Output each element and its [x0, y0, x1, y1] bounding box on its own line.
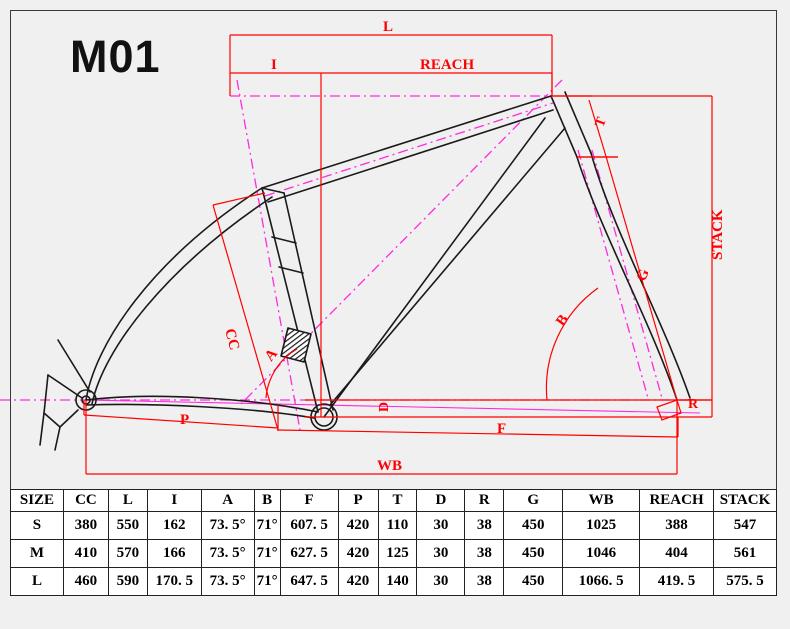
svg-text:R: R — [688, 397, 699, 412]
svg-text:CC: CC — [221, 327, 242, 352]
svg-text:P: P — [180, 412, 189, 428]
svg-text:L: L — [383, 19, 393, 35]
svg-text:T: T — [593, 115, 611, 130]
svg-text:D: D — [377, 402, 392, 412]
svg-text:G: G — [634, 267, 653, 284]
svg-text:F: F — [497, 421, 506, 437]
svg-text:STACK: STACK — [710, 209, 726, 260]
svg-text:A: A — [262, 346, 281, 365]
svg-text:B: B — [553, 312, 572, 329]
svg-text:WB: WB — [377, 458, 402, 474]
svg-text:REACH: REACH — [420, 57, 475, 73]
svg-text:I: I — [271, 57, 277, 73]
